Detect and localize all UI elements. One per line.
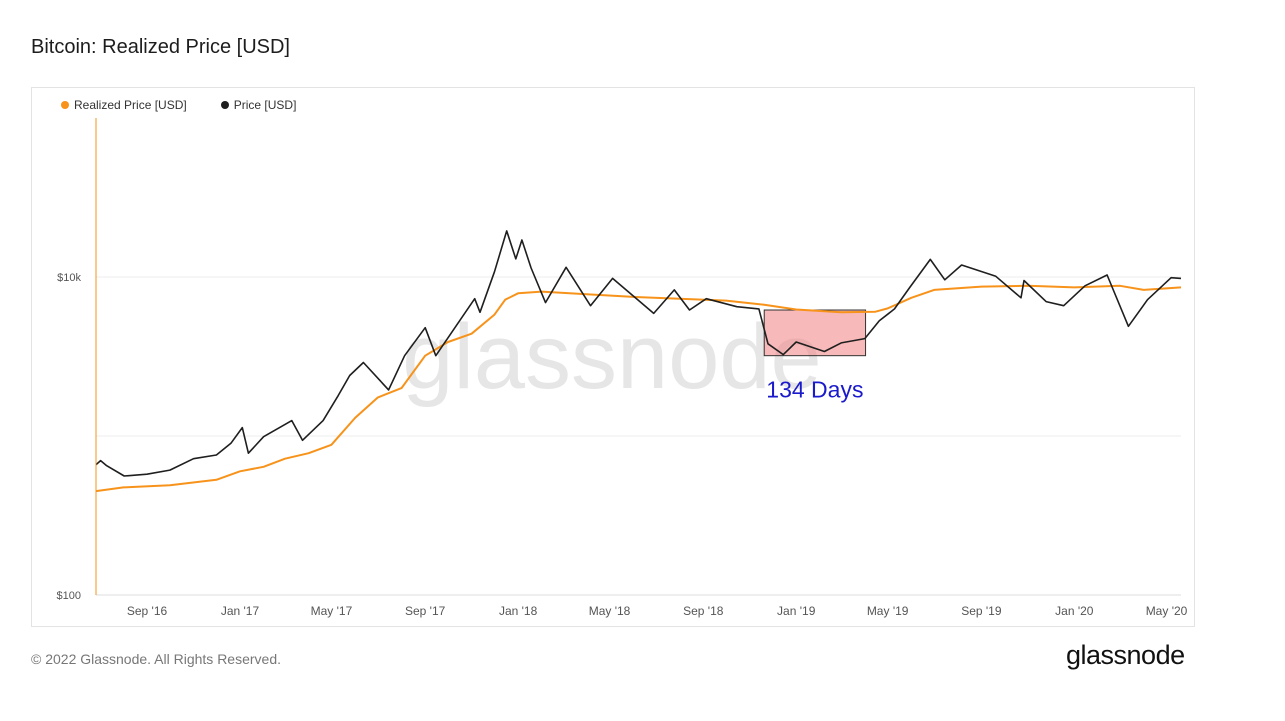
chart-frame [31, 87, 1195, 627]
legend-label-realized-price: Realized Price [USD] [74, 98, 187, 112]
legend-label-price: Price [USD] [233, 98, 297, 112]
x-tick-label-6: Sep '18 [683, 604, 724, 618]
chart-legend: Realized Price [USD] Price [USD] [61, 98, 296, 112]
x-tick-label-2: May '17 [311, 604, 353, 618]
x-tick-label-7: Jan '19 [777, 604, 816, 618]
series-line-price[interactable] [95, 230, 1182, 477]
annotation-label-0: 134 Days [766, 377, 863, 403]
brand-logo: glassnode [1066, 640, 1185, 670]
x-tick-label-11: May '20 [1146, 604, 1188, 618]
x-tick-label-10: Jan '20 [1055, 604, 1094, 618]
y-tick-label-0: $100 [57, 590, 81, 602]
x-tick-label-4: Jan '18 [499, 604, 538, 618]
legend-dot-price [220, 101, 229, 109]
x-tick-label-3: Sep '17 [405, 604, 446, 618]
x-tick-label-8: May '19 [867, 604, 909, 618]
y-tick-label-1: $10k [57, 272, 81, 284]
legend-dot-realized-price [61, 101, 69, 109]
x-tick-label-0: Sep '16 [127, 604, 168, 618]
x-tick-label-9: Sep '19 [961, 604, 1002, 618]
page-title: Bitcoin: Realized Price [USD] [31, 36, 290, 58]
x-tick-label-5: May '18 [589, 604, 631, 618]
copyright-text: © 2022 Glassnode. All Rights Reserved. [31, 651, 282, 667]
x-tick-label-1: Jan '17 [221, 604, 260, 618]
series-line-realized-price[interactable] [95, 284, 1182, 493]
legend-item-price[interactable]: Price [USD] [220, 98, 297, 112]
watermark-text: glassnode [402, 306, 821, 408]
legend-item-realized-price[interactable]: Realized Price [USD] [61, 98, 187, 112]
